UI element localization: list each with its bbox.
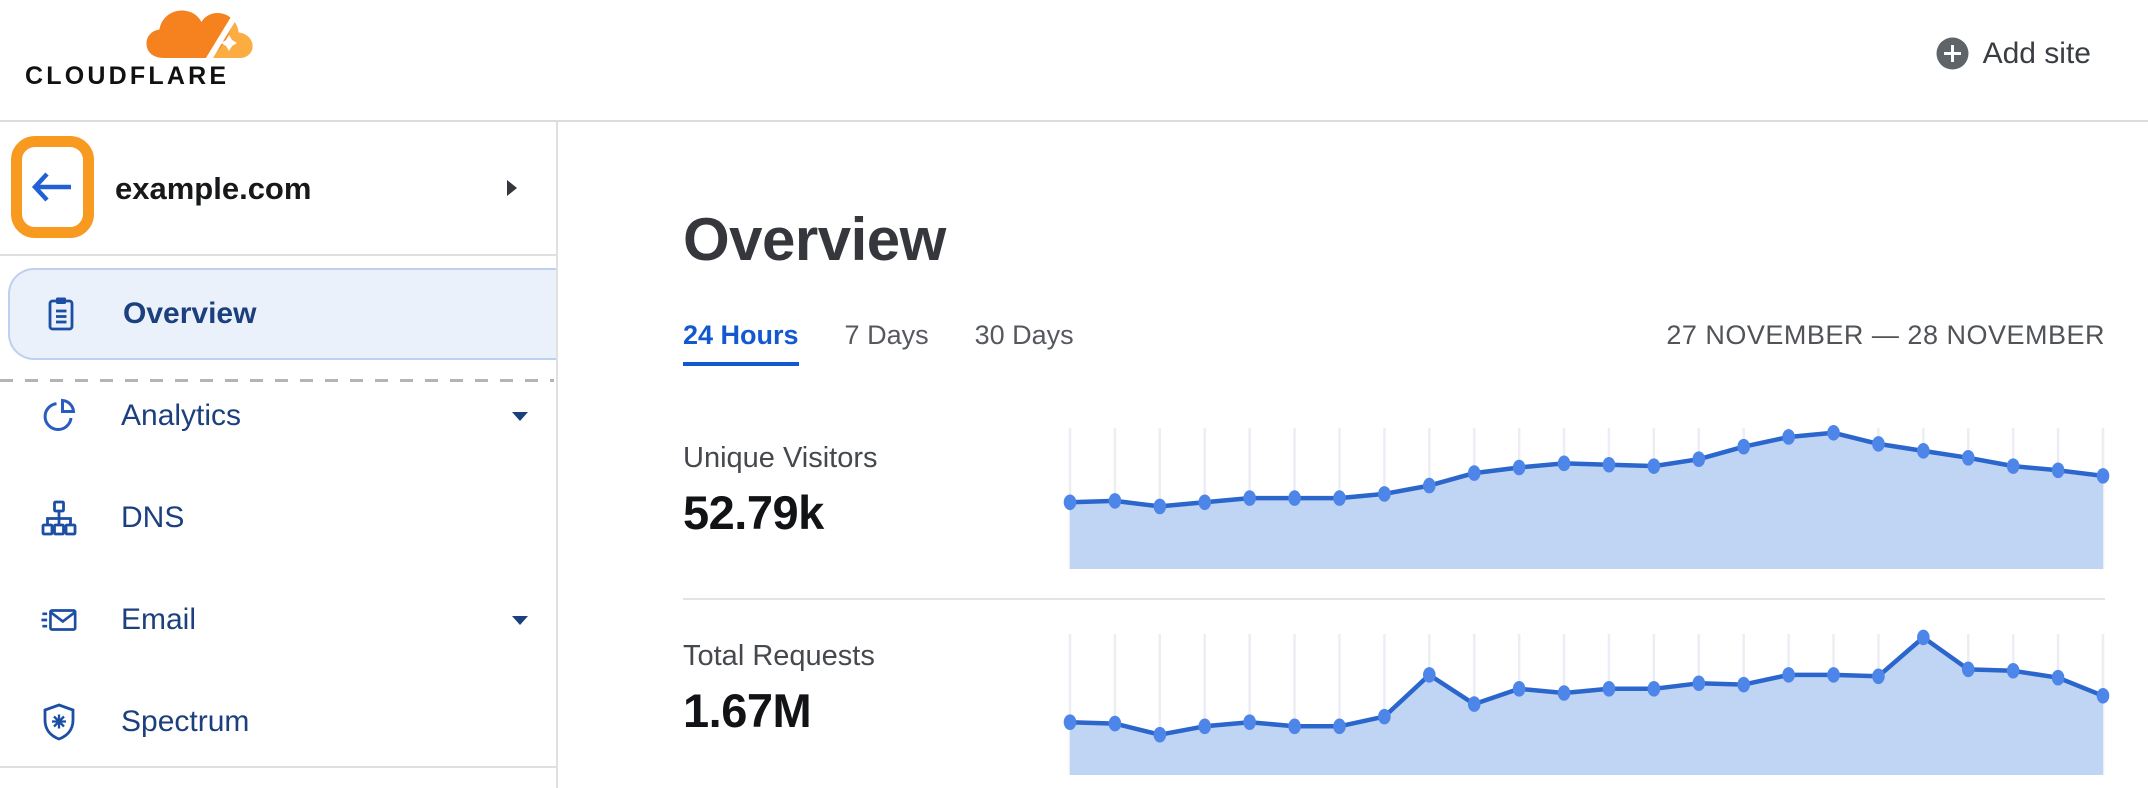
add-site-button[interactable]: Add site	[1935, 36, 2091, 71]
sidebar-item-overview[interactable]: Overview	[8, 268, 556, 360]
plus-circle-icon	[1936, 37, 1969, 70]
sidebar: example.com Overview Analytics DNS	[0, 122, 558, 788]
cloudflare-wordmark: CLOUDFLARE	[25, 62, 230, 90]
stat-value: 1.67M	[683, 684, 812, 737]
sidebar-item-analytics[interactable]: Analytics	[8, 370, 556, 462]
tab-30-days[interactable]: 30 Days	[975, 320, 1074, 366]
nav-dashed-divider	[0, 379, 554, 382]
envelope-icon	[40, 601, 78, 639]
site-name: example.com	[115, 171, 312, 206]
tab-24-hours[interactable]: 24 Hours	[683, 320, 799, 366]
sidebar-item-label: DNS	[121, 501, 185, 534]
sidebar-item-label: Email	[121, 603, 197, 636]
sidebar-item-email[interactable]: Email	[8, 574, 556, 666]
cloudflare-logo[interactable]: CLOUDFLARE	[25, 6, 259, 91]
tabs-row: 24 Hours 7 Days 30 Days 27 NOVEMBER — 28…	[683, 320, 2105, 366]
add-site-label: Add site	[1982, 36, 2091, 70]
stat-value: 52.79k	[683, 486, 824, 539]
top-header: CLOUDFLARE Add site	[0, 0, 2148, 122]
clipboard-icon	[42, 295, 80, 333]
caret-down-icon	[510, 410, 530, 423]
sidebar-item-spectrum[interactable]: Spectrum	[8, 676, 556, 768]
sidebar-item-dns[interactable]: DNS	[8, 472, 556, 564]
cloudflare-cloud-icon	[146, 10, 253, 60]
shield-icon	[40, 703, 78, 741]
date-range-label: 27 NOVEMBER — 28 NOVEMBER	[1666, 320, 2105, 350]
stat-label: Unique Visitors	[683, 442, 878, 474]
arrow-left-icon	[31, 172, 71, 202]
tab-7-days[interactable]: 7 Days	[845, 320, 929, 366]
back-button[interactable]	[11, 136, 94, 238]
stat-row-total-requests: Total Requests 1.67M	[683, 598, 2110, 788]
caret-right-icon[interactable]	[504, 178, 520, 198]
total-requests-chart[interactable]	[1063, 629, 2110, 775]
main-content: Overview 24 Hours 7 Days 30 Days 27 NOVE…	[558, 122, 2148, 788]
page-title: Overview	[683, 206, 946, 273]
sidebar-item-label: Analytics	[121, 399, 242, 432]
unique-visitors-chart[interactable]	[1063, 424, 2110, 569]
sidebar-item-label: Spectrum	[121, 705, 250, 738]
caret-down-icon	[510, 614, 530, 627]
sidebar-item-label: Overview	[123, 297, 257, 330]
network-icon	[40, 499, 78, 537]
sidebar-nav: Overview Analytics DNS Email Spectrum	[0, 256, 556, 768]
time-range-tabs: 24 Hours 7 Days 30 Days	[683, 320, 1074, 366]
pie-chart-icon	[40, 397, 78, 435]
stat-row-unique-visitors: Unique Visitors 52.79k	[683, 402, 2110, 598]
sidebar-section-divider	[0, 766, 556, 768]
site-switcher-row: example.com	[0, 122, 556, 256]
stats-section: Unique Visitors 52.79k Total Requests 1.…	[683, 402, 2110, 788]
stat-label: Total Requests	[683, 640, 875, 672]
